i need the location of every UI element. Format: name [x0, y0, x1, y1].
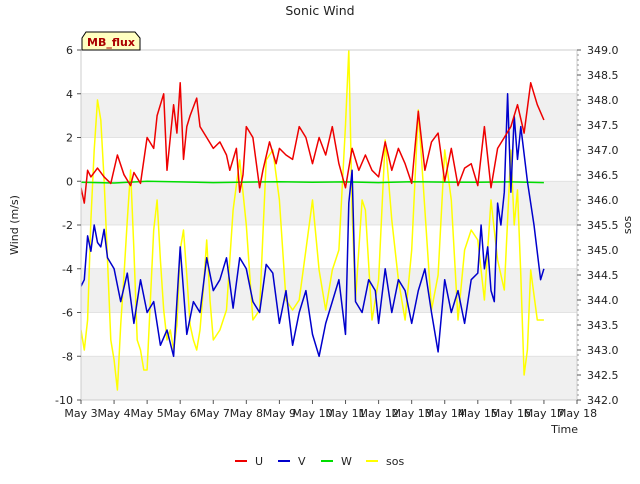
y2-tick-label: 344.5: [587, 269, 619, 282]
y2-tick-label: 347.0: [587, 144, 619, 157]
legend-label-sos: sos: [386, 455, 404, 468]
y-tick-label: 6: [66, 44, 73, 57]
legend-label-w: W: [341, 455, 352, 468]
y-tick-label: -2: [62, 219, 73, 232]
x-tick-label: May 10: [292, 407, 332, 420]
x-tick-label: May 7: [197, 407, 230, 420]
y2-tick-label: 342.5: [587, 369, 619, 382]
y2-tick-label: 346.5: [587, 169, 619, 182]
y-axis-label: Wind (m/s): [8, 195, 21, 255]
x-tick-label: May 5: [131, 407, 164, 420]
x-tick-label: May 17: [524, 407, 564, 420]
series-line-w: [81, 180, 544, 184]
x-tick-label: May 4: [97, 407, 130, 420]
x-tick-label: May 13: [392, 407, 432, 420]
y-tick-label: -10: [55, 394, 73, 407]
x-tick-label: May 6: [164, 407, 197, 420]
x-tick-label: May 14: [425, 407, 465, 420]
y-tick-label: 0: [66, 175, 73, 188]
series-line-v: [81, 93, 545, 358]
x-tick-label: May 3: [64, 407, 97, 420]
y2-tick-label: 349.0: [587, 44, 619, 57]
legend-label-u: U: [255, 455, 263, 468]
y-tick-label: -8: [62, 350, 73, 363]
x-tick-label: May 11: [325, 407, 365, 420]
plot-band: [81, 181, 577, 225]
badge-label: MB_flux: [87, 36, 135, 49]
y2-tick-label: 344.0: [587, 294, 619, 307]
badge: MB_flux: [81, 31, 141, 51]
y-tick-label: 2: [66, 132, 73, 145]
plot-band: [81, 225, 577, 269]
y2-tick-label: 346.0: [587, 194, 619, 207]
y2-tick-label: 343.5: [587, 319, 619, 332]
y2-tick-label: 348.0: [587, 94, 619, 107]
series-line-sos: [81, 50, 544, 391]
y2-tick-label: 343.0: [587, 344, 619, 357]
y2-tick-label: 348.5: [587, 69, 619, 82]
series-line-u: [81, 82, 545, 204]
y2-tick-label: 347.5: [587, 119, 619, 132]
y-tick-label: 4: [66, 88, 73, 101]
plot-band: [81, 137, 577, 182]
legend-label-v: V: [298, 455, 306, 468]
y-tick-label: -6: [62, 307, 73, 320]
plot-band: [81, 312, 577, 357]
x-tick-label: May 16: [491, 407, 531, 420]
x-tick-label: May 18: [557, 407, 597, 420]
plot-band: [81, 356, 577, 400]
y2-tick-label: 345.0: [587, 244, 619, 257]
y2-tick-label: 342.0: [587, 394, 619, 407]
y2-axis-label: sos: [621, 216, 634, 234]
x-tick-label: May 15: [458, 407, 498, 420]
x-tick-label: May 9: [263, 407, 296, 420]
y-tick-label: -4: [62, 263, 73, 276]
x-tick-label: May 8: [230, 407, 263, 420]
x-tick-label: May 12: [358, 407, 398, 420]
y2-tick-label: 345.5: [587, 219, 619, 232]
plot-band: [81, 50, 577, 94]
chart-title: Sonic Wind: [285, 3, 354, 18]
x-axis-label: Time: [550, 423, 578, 436]
